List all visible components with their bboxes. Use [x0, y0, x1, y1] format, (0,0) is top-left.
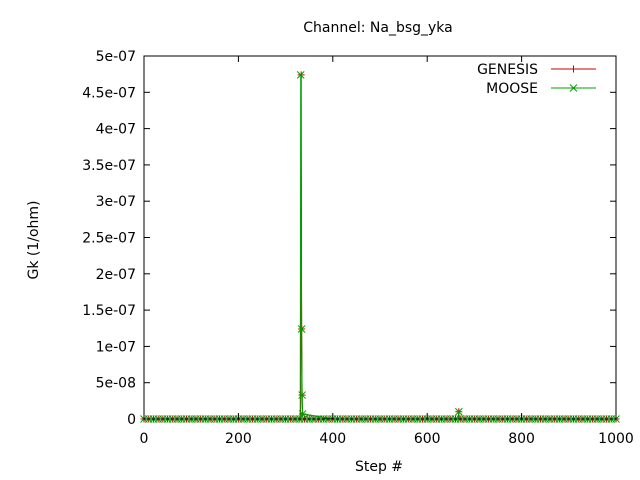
legend-moose-marker-0 [569, 84, 578, 92]
series-moose-markers [140, 71, 620, 423]
plot-frame [143, 55, 617, 420]
series-moose-marker-104 [298, 410, 307, 418]
legend: GENESIS MOOSE [477, 62, 596, 97]
y-tick-label: 5e-08 [96, 376, 136, 392]
series-moose-marker-103 [298, 391, 306, 399]
series-layer [140, 71, 620, 423]
y-tick-label: 1e-07 [96, 339, 136, 355]
x-axis-label: Step # [355, 459, 403, 475]
series-moose-marker-105 [454, 407, 463, 416]
legend-genesis-marker-0 [570, 65, 577, 73]
x-tick-label: 800 [508, 431, 535, 447]
y-tick-label: 1.5e-07 [82, 303, 136, 319]
y-tick-label: 2.5e-07 [82, 231, 136, 247]
series-genesis-markers [140, 71, 620, 423]
y-tick-label: 5e-07 [96, 49, 136, 65]
y-tick-label: 3.5e-07 [82, 158, 136, 174]
x-tick-label: 0 [140, 431, 149, 447]
series-moose-marker-101 [296, 71, 305, 79]
series-genesis-line [144, 74, 616, 420]
series-moose-line [144, 74, 616, 420]
x-tick-label: 400 [319, 431, 346, 447]
y-axis-label: Gk (1/ohm) [26, 200, 42, 279]
series-genesis [140, 71, 620, 423]
ticks-layer: 0 200 400 600 800 1000 0 5e-08 1e-07 1.5e-07 2e-07… [82, 49, 634, 447]
legend-moose-label: MOOSE [486, 81, 538, 97]
y-tick-label: 0 [127, 412, 136, 428]
x-tick-label: 600 [414, 431, 441, 447]
y-tick-label: 3e-07 [96, 194, 136, 210]
legend-genesis: GENESIS [477, 62, 596, 78]
x-tick-label: 200 [225, 431, 252, 447]
y-tick-label: 2e-07 [96, 267, 136, 283]
series-moose [140, 71, 620, 423]
series-moose-marker-102 [297, 325, 306, 333]
y-tick-label: 4e-07 [96, 122, 136, 138]
y-tick-label: 4.5e-07 [82, 85, 136, 101]
legend-genesis-label: GENESIS [477, 62, 538, 78]
chart-title: Channel: Na_bsg_yka [303, 20, 453, 36]
legend-moose: MOOSE [486, 81, 596, 97]
x-tick-label: 1000 [598, 431, 634, 447]
